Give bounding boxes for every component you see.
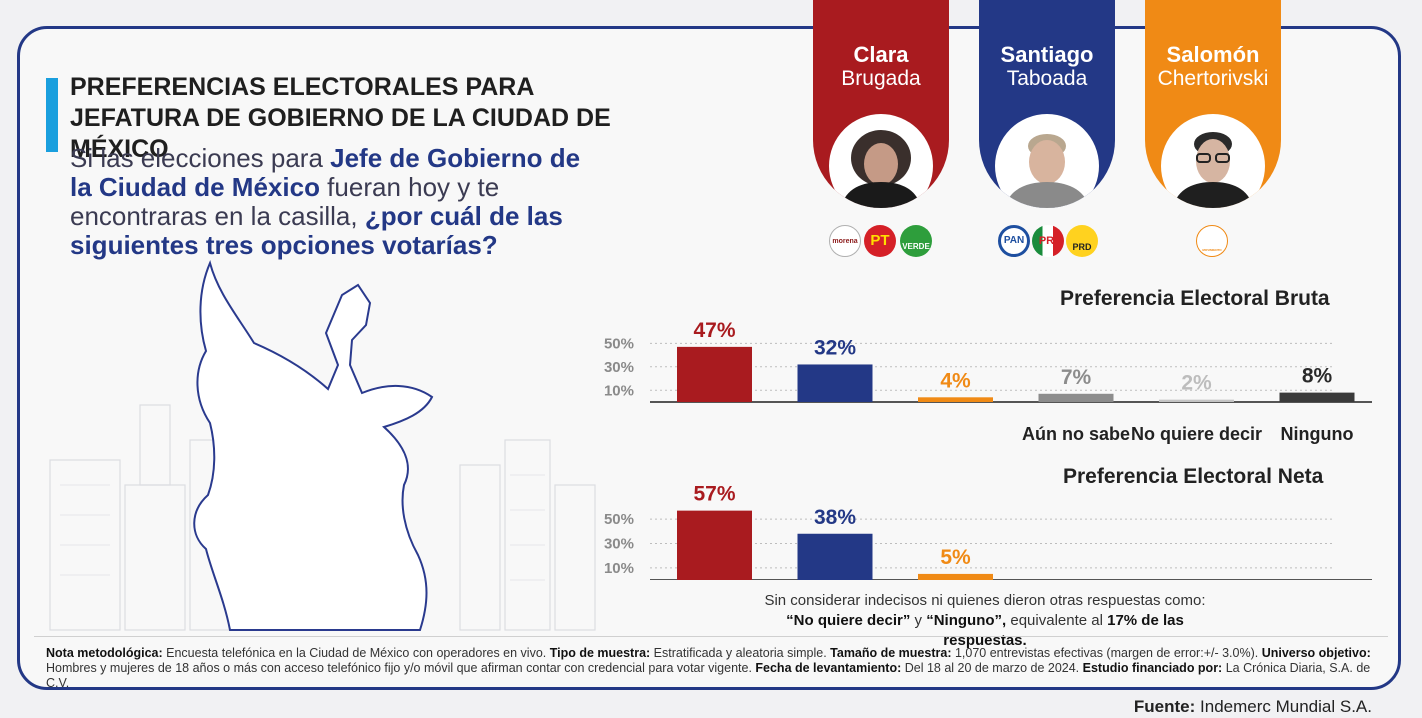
x-category-label: No quiere decir bbox=[1131, 424, 1262, 444]
survey-question: Si las elecciones para Jefe de Gobierno … bbox=[70, 143, 581, 260]
neta-footnote: Sin considerar indecisos ni quienes dier… bbox=[764, 592, 1206, 649]
candidate-portrait-icon bbox=[1161, 114, 1265, 208]
chart-title-bruta: Preferencia Electoral Bruta bbox=[1060, 287, 1330, 310]
y-tick-label: 30% bbox=[604, 359, 634, 376]
bar-0-2 bbox=[918, 397, 993, 402]
candidate-portrait-icon bbox=[995, 114, 1099, 208]
bar-value-label: 4% bbox=[940, 369, 971, 392]
y-tick-label: 50% bbox=[604, 511, 634, 528]
source-credit: Fuente: Indemerc Mundial S.A. bbox=[1133, 697, 1372, 716]
party-logo-pt: PT bbox=[864, 225, 896, 257]
bar-value-label: 5% bbox=[940, 546, 971, 569]
bar-value-label: 57% bbox=[693, 483, 735, 506]
bar-1-0 bbox=[677, 510, 752, 580]
angel-independence-illustration bbox=[49, 259, 596, 631]
bar-value-label: 7% bbox=[1061, 366, 1092, 389]
bar-0-4 bbox=[1159, 399, 1234, 402]
chart-neta: 10% 30% 50% 57% 38% 5% bbox=[604, 483, 1372, 580]
bar-value-label: 8% bbox=[1302, 365, 1333, 388]
candidate-card-chertorivski: Salomón Chertorivski bbox=[1145, 0, 1281, 208]
bar-value-label: 38% bbox=[814, 506, 856, 529]
bar-1-2 bbox=[918, 573, 993, 580]
party-logo-verde: VERDE bbox=[900, 225, 932, 257]
x-category-label: Aún no sabe bbox=[1022, 424, 1130, 444]
chart-title-neta: Preferencia Electoral Neta bbox=[1063, 465, 1324, 488]
footer-divider bbox=[34, 636, 1388, 637]
y-tick-label: 10% bbox=[604, 560, 634, 577]
chart-bruta: 10% 30% 50% 47% 32% 4% 7% Aún no sabe 2% No quier… bbox=[604, 319, 1372, 444]
page-title: PREFERENCIAS ELECTORALES PARA JEFATURA D… bbox=[70, 73, 611, 163]
party-logo-pan: PAN bbox=[998, 225, 1030, 257]
y-tick-label: 30% bbox=[604, 535, 634, 552]
y-tick-label: 10% bbox=[604, 382, 634, 399]
candidate-portrait-icon bbox=[829, 114, 933, 208]
x-category-label: Ninguno bbox=[1281, 424, 1354, 444]
bar-value-label: 47% bbox=[693, 319, 735, 342]
bar-value-label: 32% bbox=[814, 336, 856, 359]
candidate-card-brugada: Clara Brugada bbox=[813, 0, 949, 208]
bar-0-1 bbox=[797, 364, 873, 402]
bar-0-3 bbox=[1038, 393, 1114, 402]
bar-0-0 bbox=[677, 346, 752, 402]
party-logo-prd: PRD bbox=[1066, 225, 1098, 257]
methodology-note: Nota metodológica: Encuesta telefónica e… bbox=[46, 646, 1371, 690]
title-accent-bar bbox=[46, 78, 58, 152]
bar-0-5 bbox=[1279, 392, 1355, 402]
party-logo-pri: PRI bbox=[1032, 225, 1064, 257]
party-logo-movimiento-ciudadano: MOVIMIENTO CIUDADANO bbox=[1196, 225, 1228, 257]
party-logo-morena: morena bbox=[829, 225, 861, 257]
y-tick-label: 50% bbox=[604, 335, 634, 352]
bar-value-label: 2% bbox=[1181, 372, 1212, 395]
candidate-card-taboada: Santiago Taboada bbox=[979, 0, 1115, 208]
bar-1-1 bbox=[797, 533, 873, 580]
